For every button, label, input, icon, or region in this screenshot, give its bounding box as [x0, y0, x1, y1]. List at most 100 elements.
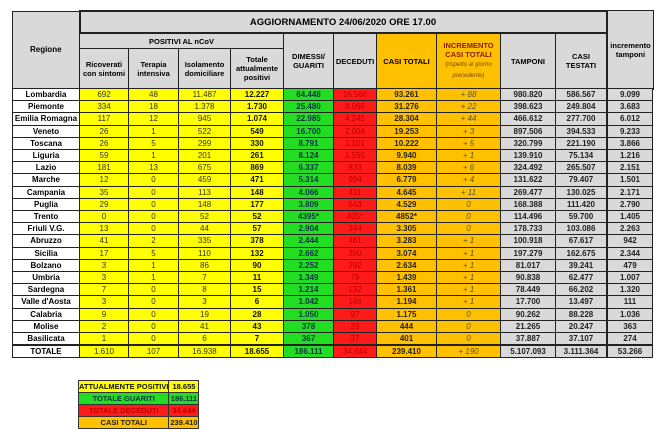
summary-label: TOTALE GUARITI [77, 392, 170, 405]
cell-casi-totali: 401 [376, 332, 437, 346]
cell-incremento: + 11 [436, 185, 501, 199]
cell-incremento: 0 [436, 319, 501, 334]
cell-incremento-tamponi: 2.344 [607, 246, 653, 260]
cell-casi-totali: 19.253 [376, 124, 437, 138]
cell-tamponi: 324.492 [500, 161, 556, 175]
cell-isolamento: 335 [178, 234, 231, 248]
cell-deceduti: 4.245 [333, 112, 377, 126]
cell-terapia: 0 [128, 185, 179, 199]
table-row: Toscana 26 5 299 330 8.791 1.101 10.222 + 5 320.7… [12, 136, 607, 151]
cell-deceduti: 79 [333, 271, 377, 285]
cell-casi-totali: 10.222 [376, 136, 437, 151]
cell-casi-totali: 31.276 [376, 100, 437, 114]
cell-casi-testati: 79.407 [555, 173, 607, 187]
cell-isolamento: 41 [178, 319, 231, 334]
cell-dimessi: 2.252 [283, 258, 334, 273]
cell-deceduti: 132 [333, 283, 377, 297]
cell-casi-testati: 20.247 [555, 319, 607, 334]
cell-regione: Friuli V.G. [12, 222, 80, 236]
cell-tamponi: 100.918 [500, 234, 556, 248]
cell-isolamento: 522 [178, 124, 231, 138]
cell-totale-positivi: 18.655 [230, 344, 284, 359]
cell-deceduti: 4.066 [333, 100, 377, 114]
cell-deceduti: 97 [333, 307, 377, 321]
cell-terapia: 0 [128, 222, 179, 236]
cell-incremento: 0 [436, 197, 501, 212]
cell-tamponi: 320.799 [500, 136, 556, 151]
cell-casi-testati: 62.477 [555, 271, 607, 285]
cell-deceduti: 34.644 [333, 344, 377, 359]
cell-casi-testati: 221.190 [555, 136, 607, 151]
cell-ricoverati: 1 [79, 332, 129, 346]
cell-incremento-tamponi: 111 [607, 295, 653, 309]
cell-isolamento: 148 [178, 197, 231, 212]
cell-casi-totali: 2.634 [376, 258, 437, 273]
cell-isolamento: 110 [178, 246, 231, 260]
cell-incremento: + 22 [436, 100, 501, 114]
cell-totale-positivi: 90 [230, 258, 284, 273]
table-row: Liguria 59 1 201 261 8.124 1.555 9.940 + 1 139.91… [12, 149, 607, 163]
cell-casi-testati: 111.420 [555, 197, 607, 212]
cell-dimessi: 8.124 [283, 149, 334, 163]
cell-casi-totali: 239.410 [376, 344, 437, 359]
cell-incremento-tamponi: 1.405 [607, 210, 653, 224]
cell-totale-positivi: 132 [230, 246, 284, 260]
cell-isolamento: 86 [178, 258, 231, 273]
cell-deceduti: 292 [333, 258, 377, 273]
cell-ricoverati: 0 [79, 210, 129, 224]
cell-casi-totali: 3.074 [376, 246, 437, 260]
incremento-tamponi-row: 3.683 [607, 100, 653, 114]
table-row: Basilicata 1 0 6 7 367 27 401 0 37.887 37.107 [12, 332, 607, 346]
cell-dimessi: 3.809 [283, 197, 334, 212]
cell-regione: Veneto [12, 124, 80, 138]
cell-terapia: 107 [128, 344, 179, 359]
cell-incremento: + 6 [436, 161, 501, 175]
header-regione: Regione [12, 10, 80, 89]
summary-value: 34.644 [168, 404, 200, 417]
cell-dimessi: 6.337 [283, 161, 334, 175]
cell-tamponi: 17.700 [500, 295, 556, 309]
table-row: Emilia Romagna 117 12 945 1.074 22.985 4.245 28… [12, 112, 607, 126]
cell-terapia: 0 [128, 307, 179, 321]
cell-ricoverati: 3 [79, 258, 129, 273]
summary-row: CASI TOTALI 239.410 [77, 416, 200, 429]
incremento-tamponi-row: 6.012 [607, 112, 653, 126]
regional-data-table: Regione AGGIORNAMENTO 24/06/2020 ORE 17.… [12, 10, 608, 359]
cell-dimessi: 367 [283, 332, 334, 346]
header-incremento-tamponi: incremento tamponi [607, 10, 654, 90]
header-isolamento: Isolamento domiciliare [178, 48, 231, 89]
cell-incremento-tamponi: 1.036 [607, 307, 653, 321]
cell-dimessi: 1.042 [283, 295, 334, 309]
cell-deceduti: 2.004 [333, 124, 377, 138]
table-row: Campania 35 0 113 148 4.066 431 4.645 + 11 269.47… [12, 185, 607, 199]
cell-terapia: 0 [128, 319, 179, 334]
cell-dimessi: 64.448 [283, 87, 334, 102]
cell-totale-positivi: 11 [230, 271, 284, 285]
cell-regione: Molise [12, 319, 80, 334]
cell-casi-testati: 13.497 [555, 295, 607, 309]
header-terapia: Terapia intensiva [128, 48, 179, 89]
cell-ricoverati: 35 [79, 185, 129, 199]
cell-ricoverati: 2 [79, 319, 129, 334]
cell-casi-testati: 162.675 [555, 246, 607, 260]
cell-regione: Sicilia [12, 246, 80, 260]
incremento-tamponi-row: 2.263 [607, 222, 653, 236]
cell-casi-testati: 3.111.364 [555, 344, 607, 359]
cell-isolamento: 1.378 [178, 100, 231, 114]
cell-dimessi: 1.050 [283, 307, 334, 321]
cell-ricoverati: 13 [79, 222, 129, 236]
cell-casi-totali: 1.194 [376, 295, 437, 309]
cell-totale-positivi: 15 [230, 283, 284, 297]
cell-casi-testati: 67.617 [555, 234, 607, 248]
cell-tamponi: 90.838 [500, 271, 556, 285]
incremento-tamponi-row: 2.790 [607, 197, 653, 212]
cell-incremento: 0 [436, 332, 501, 346]
cell-regione: Calabria [12, 307, 80, 321]
cell-isolamento: 44 [178, 222, 231, 236]
cell-totale-positivi: 471 [230, 173, 284, 187]
incremento-tamponi-row: 1.216 [607, 149, 653, 163]
incremento-tamponi-row: 363 [607, 319, 653, 334]
incremento-tamponi-row: 274 [607, 332, 653, 346]
cell-tamponi: 178.733 [500, 222, 556, 236]
header-ricoverati: Ricoverati con sintomi [79, 48, 129, 89]
